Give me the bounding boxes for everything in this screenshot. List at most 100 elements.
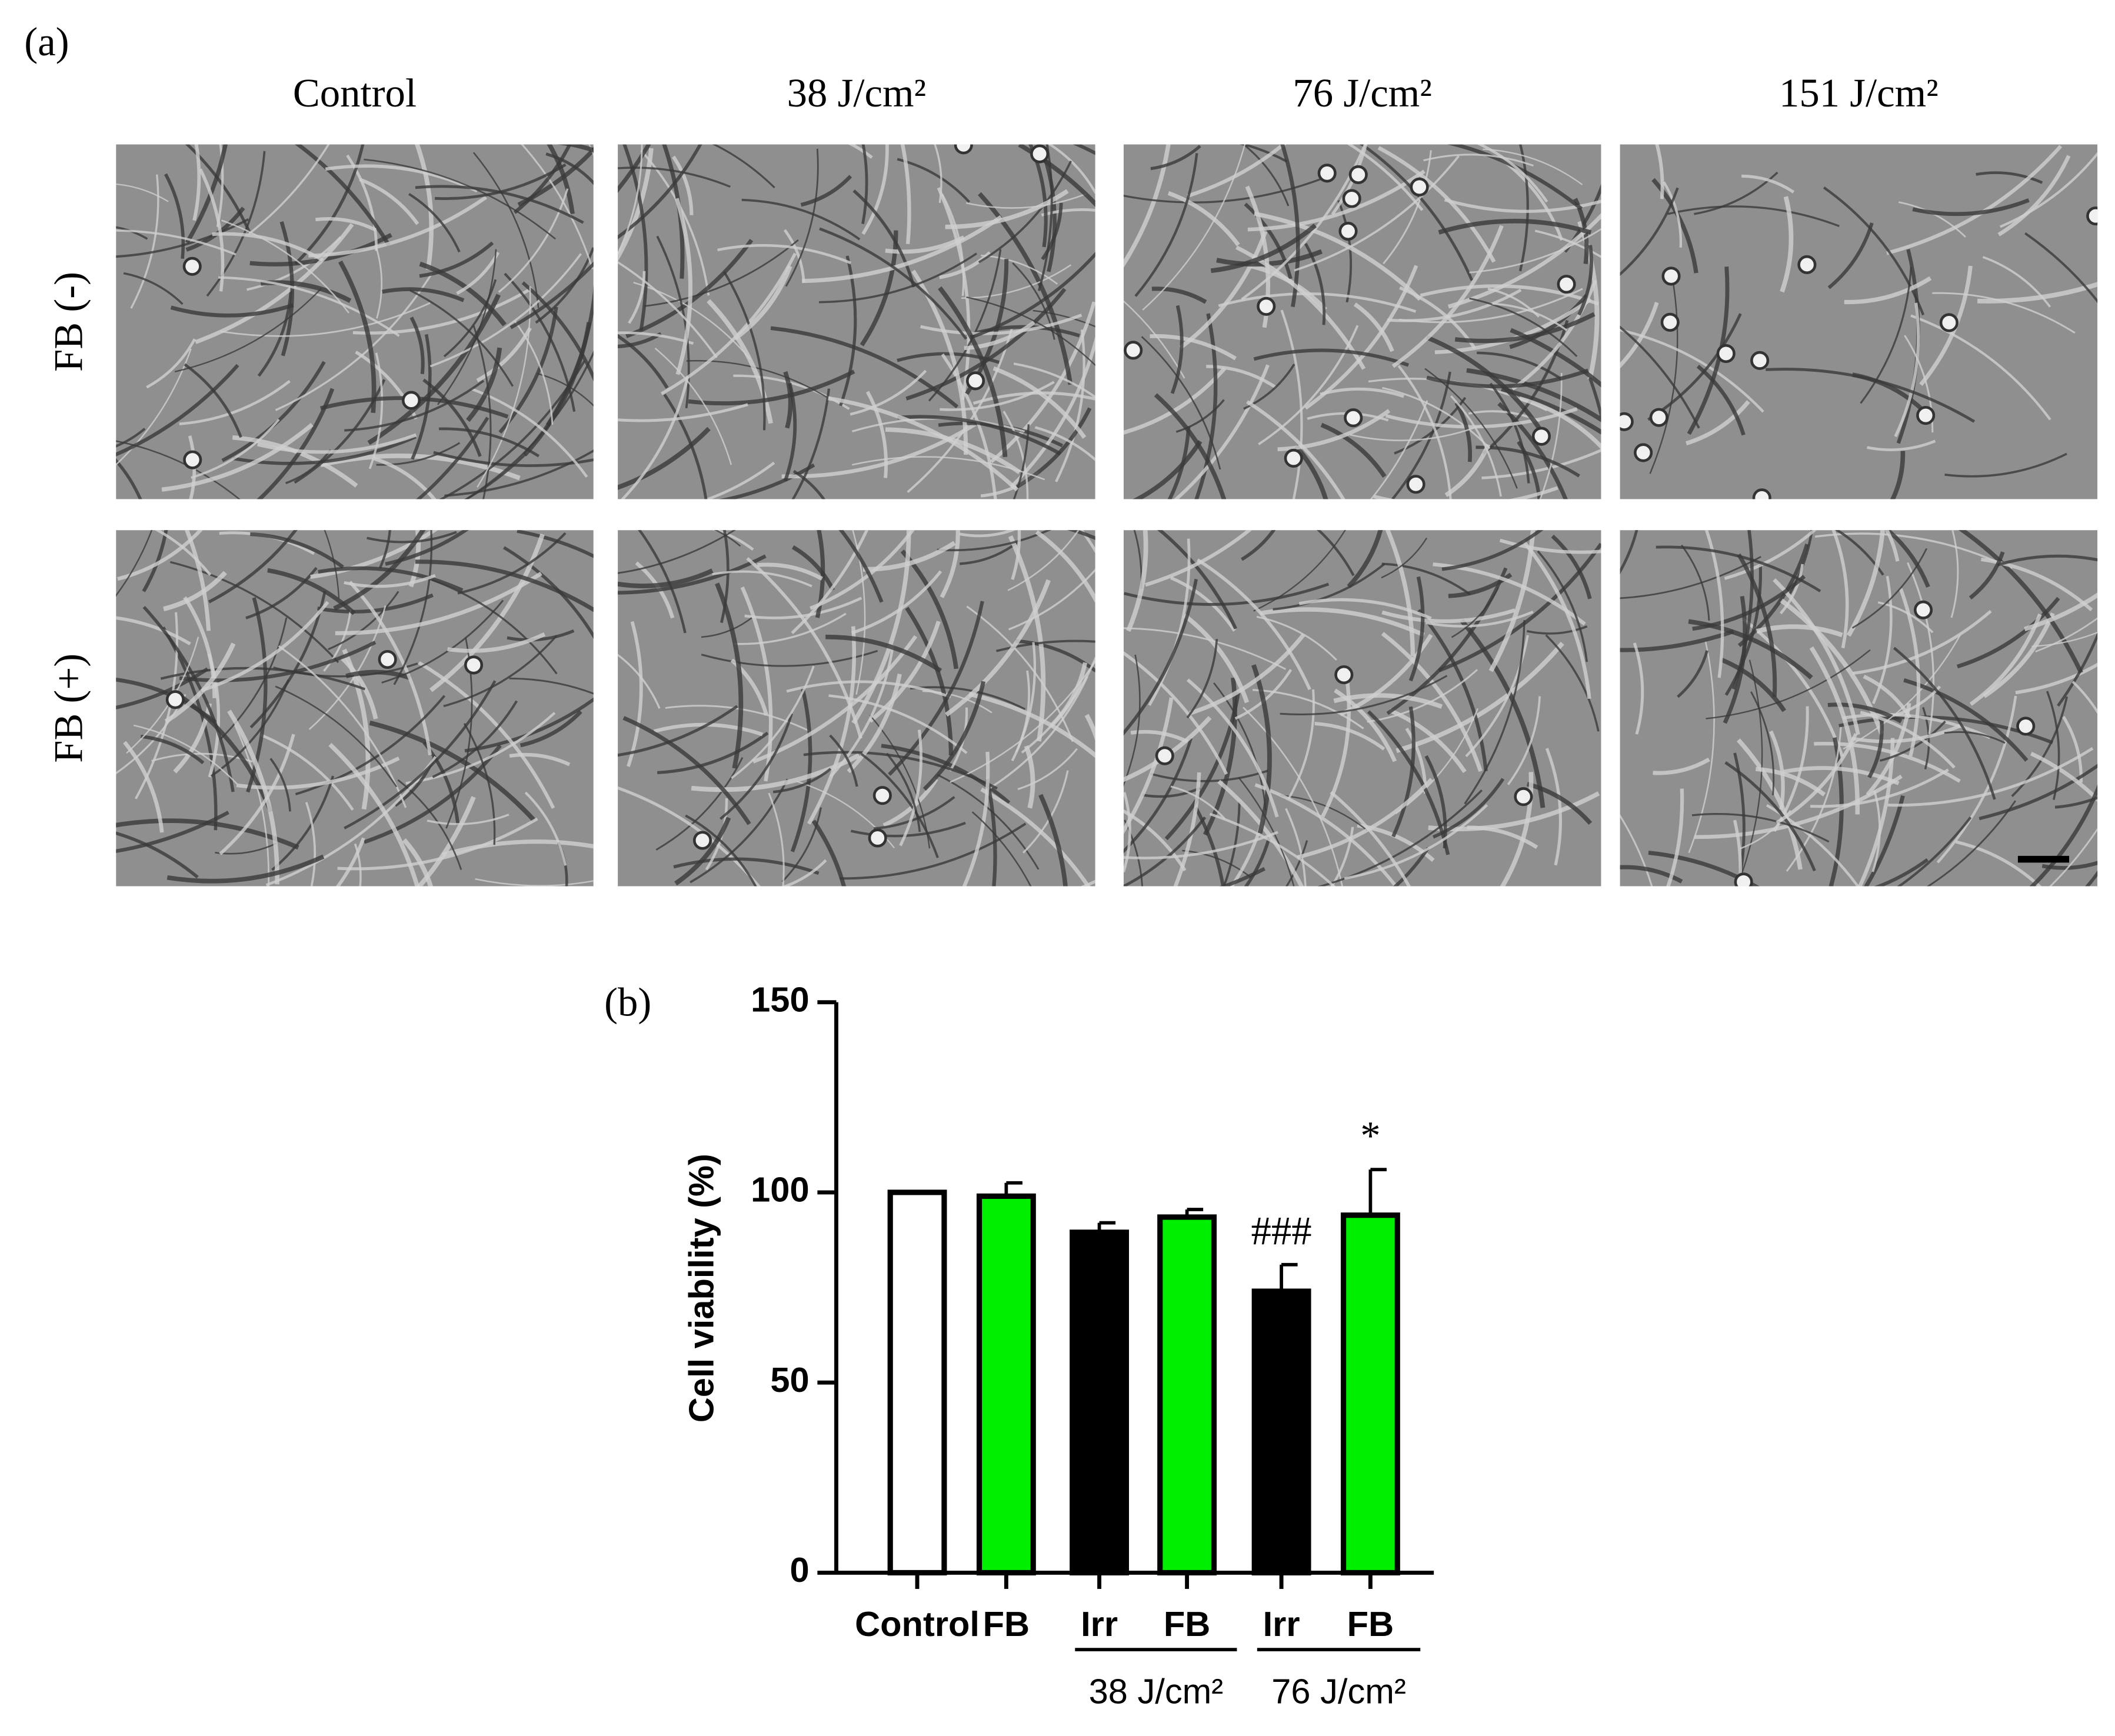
- cell: [1981, 557, 2093, 612]
- cell: [905, 607, 953, 756]
- cell: [1167, 426, 1191, 499]
- round-cell: [1939, 313, 1959, 332]
- cell: [1084, 714, 1095, 742]
- cell: [1008, 568, 1095, 631]
- cell: [1317, 789, 1483, 887]
- cell: [621, 376, 690, 499]
- cell: [315, 216, 377, 232]
- cell: [1444, 198, 1601, 213]
- cell: [1851, 548, 1928, 629]
- cell: [1997, 155, 2071, 236]
- cell: [1012, 424, 1030, 499]
- round-cell: [868, 828, 887, 848]
- cell: [1388, 708, 1467, 774]
- cell: [945, 579, 1051, 717]
- cell: [1469, 297, 1578, 357]
- cell: [633, 282, 751, 360]
- cell: [662, 144, 685, 279]
- x-tick-label: Irr: [1263, 1604, 1300, 1644]
- cell: [1620, 865, 1683, 884]
- cell: [1867, 439, 1936, 451]
- cell: [444, 449, 594, 497]
- cell: [278, 645, 407, 808]
- cell: [1123, 738, 1193, 854]
- cell: [294, 379, 386, 484]
- cell: [116, 428, 146, 448]
- cell: [701, 617, 752, 638]
- cell: [464, 697, 594, 753]
- cell: [514, 320, 554, 425]
- cell: [1955, 840, 2042, 887]
- cell: [1381, 608, 1516, 624]
- cell: [712, 570, 812, 588]
- cell: [1910, 314, 2051, 421]
- cell: [1273, 563, 1385, 611]
- cell: [537, 372, 594, 407]
- cell: [881, 744, 1011, 805]
- cell: [188, 435, 196, 499]
- cell: [940, 530, 960, 598]
- micrograph-background: [1620, 144, 2098, 499]
- cell: [1534, 229, 1601, 258]
- cell: [1170, 305, 1184, 394]
- cell: [257, 433, 417, 454]
- cell: [2031, 631, 2098, 647]
- round-cell: [1514, 787, 1533, 807]
- cell: [271, 775, 335, 871]
- cell: [374, 244, 383, 319]
- cell: [847, 674, 902, 774]
- cell: [2046, 691, 2060, 800]
- round-cell: [1661, 266, 1681, 286]
- cell: [1241, 530, 1276, 561]
- round-cell: [464, 655, 484, 675]
- cell: [2029, 784, 2098, 887]
- cell: [628, 271, 646, 324]
- cell: [1736, 738, 1803, 870]
- cell: [1426, 368, 1589, 389]
- bar: [887, 1189, 947, 1576]
- cell: [1080, 530, 1095, 554]
- cell: [1620, 556, 1761, 599]
- cell: [1956, 597, 2060, 669]
- cell: [1521, 539, 1591, 699]
- cell: [338, 260, 377, 414]
- cell: [1385, 530, 1415, 657]
- cell: [1260, 607, 1425, 637]
- micrograph: [618, 144, 1095, 499]
- cell: [184, 363, 242, 438]
- cell: [547, 144, 575, 215]
- cell: [275, 273, 432, 411]
- cell: [201, 601, 329, 692]
- cell: [783, 371, 793, 429]
- cell: [227, 709, 279, 885]
- round-cell: [965, 371, 985, 391]
- cell: [221, 219, 349, 314]
- cell: [1408, 576, 1425, 682]
- cell: [545, 152, 594, 185]
- cell: [786, 680, 951, 699]
- cell: [179, 641, 377, 682]
- cell: [860, 230, 898, 346]
- cell: [1500, 772, 1534, 887]
- cell: [517, 530, 594, 558]
- cell: [1294, 445, 1328, 499]
- cell: [308, 195, 488, 258]
- cell: [685, 814, 757, 887]
- round-cell: [1030, 144, 1050, 164]
- cell: [1477, 351, 1563, 381]
- cell: [618, 426, 711, 490]
- cell: [840, 822, 1027, 880]
- micrograph: [1123, 530, 1601, 887]
- cell: [1247, 169, 1425, 232]
- cell: [972, 391, 1095, 405]
- cell: [463, 722, 496, 845]
- cell: [1454, 402, 1473, 462]
- cell: [1194, 313, 1218, 499]
- round-cell: [183, 450, 202, 469]
- cell: [1488, 530, 1536, 672]
- cell: [161, 422, 314, 492]
- cell: [250, 532, 344, 569]
- cell: [1022, 770, 1069, 854]
- cell: [715, 582, 744, 769]
- cell: [116, 218, 249, 258]
